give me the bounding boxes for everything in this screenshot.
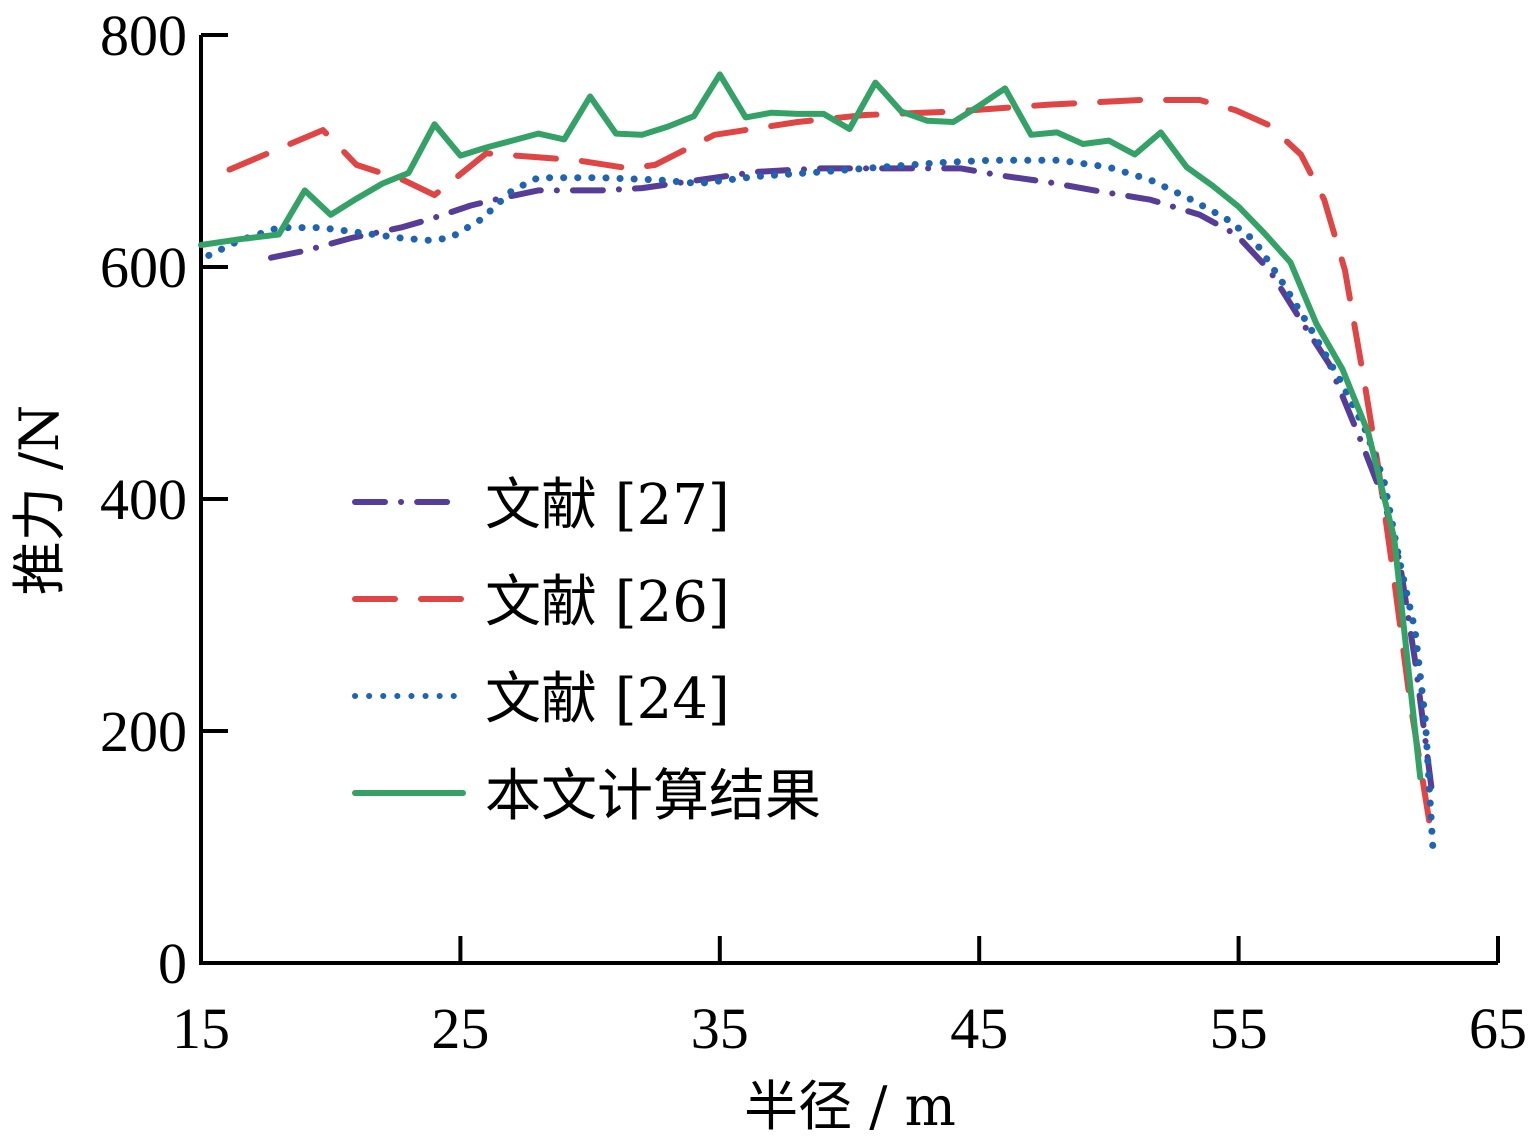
x-tick-label: 35 xyxy=(691,996,749,1061)
series-line-2 xyxy=(205,156,1437,856)
y-tick-label: 800 xyxy=(100,3,187,68)
legend-label-0: 文献 [27] xyxy=(485,473,730,538)
x-tick-label: 25 xyxy=(431,996,489,1061)
y-tick-label: 200 xyxy=(100,699,187,764)
series-line-0 xyxy=(268,165,1437,804)
y-axis-label: 推力 /N xyxy=(8,405,71,596)
y-tick-label: 600 xyxy=(100,235,187,300)
x-tick-label: 15 xyxy=(172,996,230,1061)
series-lines xyxy=(198,71,1437,856)
legend-label-2: 文献 [24] xyxy=(485,667,730,732)
x-tick-label: 65 xyxy=(1469,996,1527,1061)
legend-label-3: 本文计算结果 xyxy=(485,764,821,829)
axes: 0 200 400 600 800 15 25 35 45 55 65 xyxy=(100,3,1527,1061)
x-axis-label: 半径 / m xyxy=(744,1075,956,1138)
x-tick-label: 55 xyxy=(1210,996,1268,1061)
x-tick-label: 45 xyxy=(950,996,1008,1061)
legend-label-1: 文献 [26] xyxy=(485,570,730,635)
legend: 文献 [27] 文献 [26] 文献 [24] 本文计算结果 xyxy=(352,473,821,829)
y-tick-label: 400 xyxy=(100,467,187,532)
series-line-3 xyxy=(198,71,1424,781)
y-tick-label: 0 xyxy=(158,931,187,996)
series-line-1 xyxy=(226,97,1434,833)
